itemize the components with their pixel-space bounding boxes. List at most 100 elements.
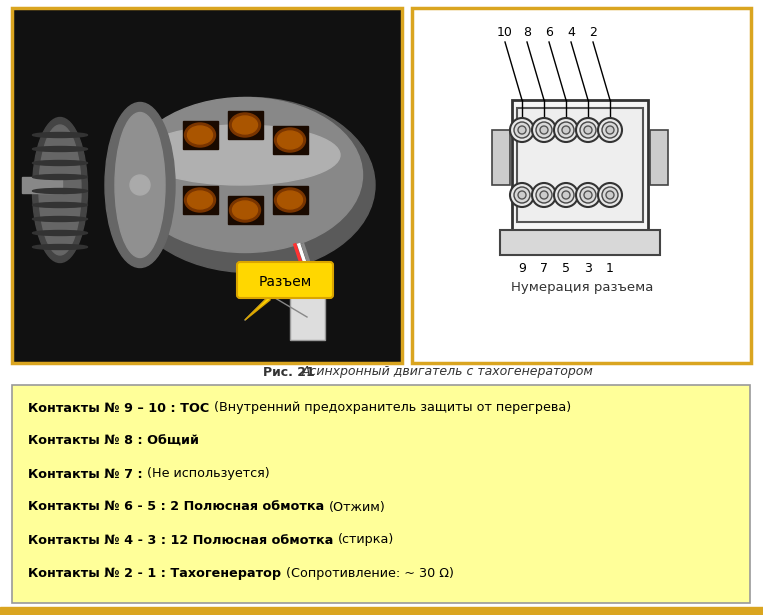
Text: Контакты № 7 :: Контакты № 7 : <box>28 467 147 480</box>
Ellipse shape <box>275 188 305 212</box>
Text: 7: 7 <box>540 261 548 274</box>
Circle shape <box>580 122 596 138</box>
Circle shape <box>532 118 556 142</box>
Text: (Внутренний предохранитель защиты от перегрева): (Внутренний предохранитель защиты от пер… <box>214 402 571 415</box>
Circle shape <box>554 183 578 207</box>
Circle shape <box>510 183 534 207</box>
Text: Рис. 21: Рис. 21 <box>263 365 319 378</box>
Circle shape <box>532 183 556 207</box>
Circle shape <box>518 191 526 199</box>
Bar <box>273 186 308 214</box>
Circle shape <box>576 118 600 142</box>
Bar <box>0 607 763 615</box>
Bar <box>12 8 402 363</box>
Text: Контакты № 8 : Общий: Контакты № 8 : Общий <box>28 435 199 448</box>
Circle shape <box>514 122 530 138</box>
Circle shape <box>598 118 622 142</box>
Ellipse shape <box>33 202 88 207</box>
Ellipse shape <box>233 201 257 219</box>
Text: Контакты № 9 – 10 : ТОС: Контакты № 9 – 10 : ТОС <box>28 402 214 415</box>
Bar <box>500 230 660 255</box>
Text: 8: 8 <box>523 25 531 39</box>
Bar <box>228 196 263 224</box>
Ellipse shape <box>33 175 88 180</box>
Text: 9: 9 <box>518 261 526 274</box>
Ellipse shape <box>230 113 260 137</box>
Circle shape <box>514 187 530 203</box>
Ellipse shape <box>33 231 88 236</box>
Text: Нумерация разъема: Нумерация разъема <box>510 282 653 295</box>
Polygon shape <box>245 295 270 320</box>
Ellipse shape <box>188 191 213 209</box>
Bar <box>273 126 308 154</box>
Bar <box>512 100 648 230</box>
Circle shape <box>576 183 600 207</box>
Ellipse shape <box>233 116 257 134</box>
Ellipse shape <box>33 245 88 250</box>
Text: 6: 6 <box>545 25 553 39</box>
Ellipse shape <box>33 161 88 165</box>
Circle shape <box>602 187 618 203</box>
Bar <box>22 177 62 193</box>
Text: Контакты № 4 - 3 : 12 Полюсная обмотка: Контакты № 4 - 3 : 12 Полюсная обмотка <box>28 533 338 547</box>
Ellipse shape <box>39 125 81 255</box>
Circle shape <box>584 191 592 199</box>
Text: 5: 5 <box>562 261 570 274</box>
Circle shape <box>554 118 578 142</box>
Circle shape <box>580 187 596 203</box>
Circle shape <box>518 126 526 134</box>
Circle shape <box>540 126 548 134</box>
Ellipse shape <box>33 189 88 194</box>
Circle shape <box>558 187 574 203</box>
Bar <box>183 186 218 214</box>
Ellipse shape <box>185 188 215 212</box>
Ellipse shape <box>140 125 340 185</box>
Text: Контакты № 6 - 5 : 2 Полюсная обмотка: Контакты № 6 - 5 : 2 Полюсная обмотка <box>28 501 329 514</box>
Circle shape <box>584 126 592 134</box>
Ellipse shape <box>115 113 165 258</box>
Ellipse shape <box>105 103 175 268</box>
Ellipse shape <box>278 191 302 209</box>
Bar <box>12 385 750 603</box>
Text: (Сопротивление: ~ 30 Ω): (Сопротивление: ~ 30 Ω) <box>285 566 453 579</box>
Text: 4: 4 <box>567 25 575 39</box>
Text: Разъем: Разъем <box>259 275 311 289</box>
Circle shape <box>536 187 552 203</box>
Bar <box>290 295 325 340</box>
Circle shape <box>562 126 570 134</box>
Text: 3: 3 <box>584 261 592 274</box>
Ellipse shape <box>185 123 215 147</box>
Ellipse shape <box>125 98 375 272</box>
Text: Асинхронный двигатель с тахогенератором: Асинхронный двигатель с тахогенератором <box>302 365 594 378</box>
Ellipse shape <box>33 132 88 138</box>
Text: 2: 2 <box>589 25 597 39</box>
Text: (Отжим): (Отжим) <box>329 501 385 514</box>
Ellipse shape <box>33 146 88 151</box>
Ellipse shape <box>33 216 88 221</box>
Bar <box>228 111 263 139</box>
Text: Контакты № 2 - 1 : Тахогенератор: Контакты № 2 - 1 : Тахогенератор <box>28 566 285 579</box>
Circle shape <box>562 191 570 199</box>
Text: 10: 10 <box>497 25 513 39</box>
FancyBboxPatch shape <box>237 262 333 298</box>
Circle shape <box>536 122 552 138</box>
Text: 1: 1 <box>606 261 614 274</box>
Ellipse shape <box>130 175 150 195</box>
Text: (стирка): (стирка) <box>338 533 394 547</box>
Bar <box>650 130 668 185</box>
Ellipse shape <box>230 198 260 222</box>
Bar <box>412 8 751 363</box>
Circle shape <box>540 191 548 199</box>
Bar <box>492 130 510 185</box>
Circle shape <box>602 122 618 138</box>
Ellipse shape <box>127 98 362 253</box>
Text: (Не используется): (Не используется) <box>147 467 270 480</box>
Circle shape <box>598 183 622 207</box>
Circle shape <box>510 118 534 142</box>
Bar <box>183 121 218 149</box>
Ellipse shape <box>188 126 213 144</box>
Circle shape <box>606 126 614 134</box>
Circle shape <box>606 191 614 199</box>
Bar <box>517 108 643 222</box>
Ellipse shape <box>278 131 302 149</box>
